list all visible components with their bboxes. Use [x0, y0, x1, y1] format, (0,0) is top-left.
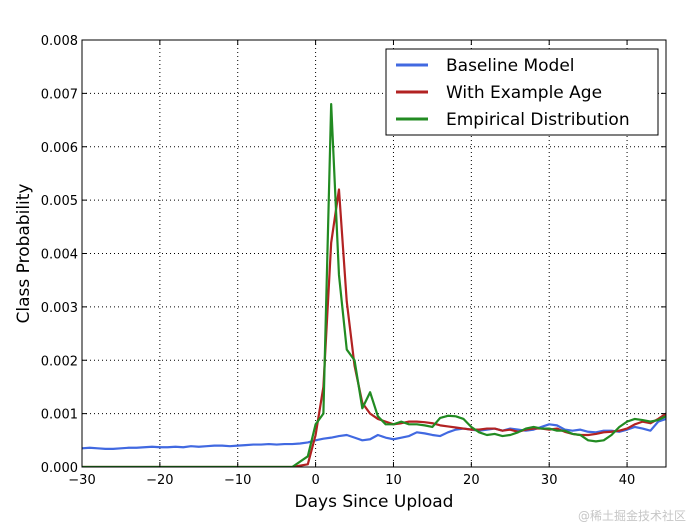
x-tick-label: 40 [619, 473, 636, 488]
y-axis-label: Class Probability [14, 184, 34, 324]
x-tick-labels: −30 −20 −10 0 10 20 30 40 [68, 473, 635, 488]
x-tick-label: 30 [541, 473, 558, 488]
y-tick-label: 0.006 [41, 141, 78, 156]
x-axis-label: Days Since Upload [295, 492, 454, 512]
axis-ticks [81, 39, 666, 468]
y-tick-label: 0.004 [41, 248, 78, 263]
legend-label: With Example Age [446, 83, 602, 103]
x-tick-label: −20 [146, 473, 173, 488]
y-tick-label: 0.000 [41, 461, 78, 476]
x-tick-label: 0 [311, 473, 319, 488]
legend-label: Empirical Distribution [446, 110, 630, 130]
series-line-with-example-age [82, 188, 666, 467]
legend: Baseline Model With Example Age Empirical … [385, 48, 659, 136]
y-tick-label: 0.005 [41, 194, 78, 209]
y-tick-labels: 0.000 0.001 0.002 0.003 0.004 0.005 0.006 0.007… [41, 34, 78, 476]
x-tick-label: 10 [385, 473, 402, 488]
series-line-baseline-model [82, 417, 666, 450]
x-tick-label: −30 [68, 473, 95, 488]
y-tick-label: 0.007 [41, 87, 78, 102]
series-line-empirical-distribution [82, 102, 666, 467]
legend-box [385, 48, 659, 136]
y-tick-label: 0.002 [41, 354, 78, 369]
legend-label: Baseline Model [446, 56, 575, 76]
y-tick-label: 0.008 [41, 34, 78, 49]
series-lines [82, 102, 666, 467]
y-tick-label: 0.003 [41, 301, 78, 316]
y-tick-label: 0.001 [41, 408, 78, 423]
x-tick-label: −10 [224, 473, 251, 488]
x-tick-label: 20 [463, 473, 480, 488]
watermark-text: @稀土掘金技术社区 [578, 508, 686, 523]
